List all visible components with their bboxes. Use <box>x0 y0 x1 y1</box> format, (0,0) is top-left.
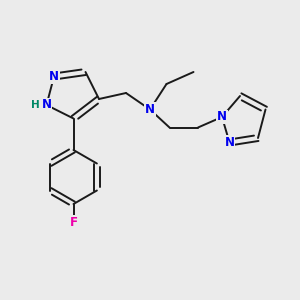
Text: F: F <box>70 215 77 229</box>
Text: H: H <box>31 100 40 110</box>
Text: N: N <box>217 110 227 124</box>
Text: N: N <box>49 70 59 83</box>
Text: N: N <box>145 103 155 116</box>
Text: N: N <box>41 98 52 112</box>
Text: N: N <box>224 136 235 149</box>
